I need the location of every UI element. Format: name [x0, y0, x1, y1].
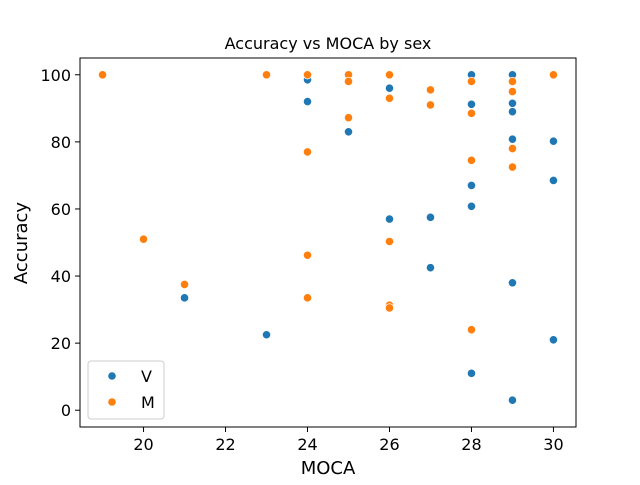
data-point-m	[179, 279, 190, 290]
data-point-m	[507, 162, 518, 172]
data-point-m	[384, 303, 395, 313]
data-point-m	[343, 113, 354, 123]
legend-label-m: M	[141, 393, 155, 412]
y-axis-label: Accuracy	[11, 202, 32, 285]
data-point-v	[466, 180, 477, 191]
data-point-v	[384, 214, 395, 224]
data-point-m	[466, 325, 477, 335]
series-v	[179, 70, 559, 405]
y-tick-label: 40	[51, 267, 71, 286]
data-point-v	[466, 99, 477, 109]
data-point-m	[384, 93, 395, 103]
x-tick-label: 20	[133, 435, 153, 454]
data-point-v	[466, 368, 477, 378]
data-point-v	[548, 335, 559, 345]
data-point-m	[302, 147, 313, 157]
data-point-v	[425, 263, 436, 273]
data-point-m	[302, 293, 313, 303]
data-point-m	[302, 250, 313, 260]
legend-box	[87, 360, 165, 420]
data-point-m	[466, 108, 477, 118]
data-point-m	[548, 70, 559, 80]
data-point-m	[138, 234, 149, 244]
data-point-v	[302, 97, 313, 107]
data-point-v	[507, 107, 518, 117]
series-m	[97, 70, 559, 335]
x-tick-label: 22	[215, 435, 235, 454]
legend-label-v: V	[141, 367, 152, 386]
data-point-m	[384, 236, 395, 247]
chart-title: Accuracy vs MOCA by sex	[225, 34, 432, 53]
data-point-v	[384, 83, 395, 93]
y-tick-label: 0	[61, 401, 71, 420]
y-tick-label: 80	[51, 133, 71, 152]
data-point-v	[261, 330, 272, 340]
x-axis-label: MOCA	[301, 458, 356, 479]
y-tick-label: 20	[51, 334, 71, 353]
data-point-m	[425, 85, 436, 95]
data-point-v	[466, 201, 477, 211]
legend-marker-v	[107, 371, 117, 381]
data-point-m	[384, 70, 395, 80]
x-tick-label: 24	[297, 435, 317, 454]
data-point-m	[261, 70, 272, 80]
data-point-v	[548, 175, 559, 186]
y-tick-label: 60	[51, 200, 71, 219]
data-point-m	[343, 76, 354, 87]
data-point-v	[343, 127, 354, 137]
data-point-m	[302, 70, 313, 80]
legend-marker-m	[107, 397, 117, 407]
data-point-m	[507, 86, 518, 97]
x-axis-ticks: 20 22 24 26 28 30	[133, 427, 564, 454]
plot-frame	[79, 57, 577, 428]
data-point-m	[466, 155, 477, 165]
x-tick-label: 28	[461, 435, 481, 454]
data-point-v	[425, 212, 436, 222]
data-point-m	[97, 70, 108, 80]
data-point-m	[507, 76, 518, 87]
data-point-m	[425, 100, 436, 110]
data-point-m	[466, 76, 477, 87]
data-point-v	[179, 293, 190, 303]
data-point-m	[507, 143, 518, 154]
data-point-v	[548, 136, 559, 146]
data-point-v	[507, 134, 518, 144]
x-tick-label: 30	[543, 435, 563, 454]
points-layer	[97, 70, 559, 405]
legend: V M	[87, 360, 165, 420]
y-tick-label: 100	[40, 66, 71, 85]
data-point-v	[507, 98, 518, 108]
y-axis-ticks: 0 20 40 60 80 100	[40, 66, 80, 420]
data-point-v	[507, 278, 518, 288]
data-point-v	[507, 395, 518, 405]
x-tick-label: 26	[379, 435, 399, 454]
